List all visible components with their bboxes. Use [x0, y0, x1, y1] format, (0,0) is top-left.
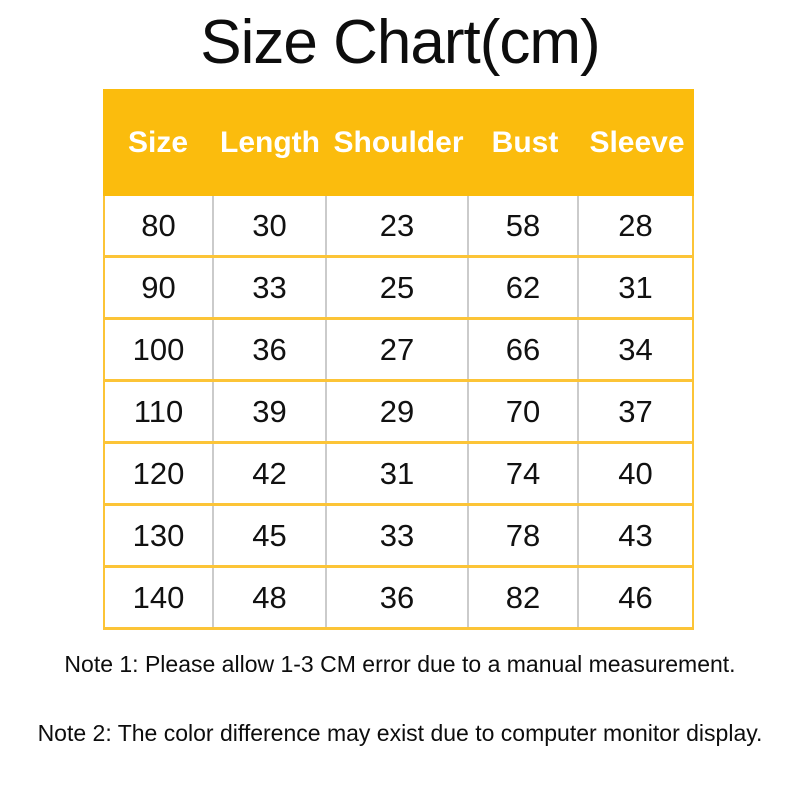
table-cell: 110 — [105, 382, 214, 441]
table-cell: 28 — [618, 207, 653, 243]
table-cell: 140 — [105, 568, 214, 627]
table-row: 100 36 27 66 34 — [105, 320, 692, 382]
table-cell: 33 — [327, 506, 469, 565]
table-cell: 23 — [327, 196, 469, 255]
table-cell: 130 — [105, 506, 214, 565]
table-cell: 66 — [469, 320, 579, 379]
table-cell: 31 — [618, 269, 653, 305]
table-cell: 42 — [214, 444, 327, 503]
table-cell: 40 — [618, 455, 653, 491]
note-color-difference: Note 2: The color difference may exist d… — [37, 720, 763, 746]
table-cell: 62 — [469, 258, 579, 317]
table-row: 90 33 25 62 31 — [105, 258, 692, 320]
table-row: 120 42 31 74 40 — [105, 444, 692, 506]
table-cell: 31 — [327, 444, 469, 503]
size-chart-table: Size Length Shoulder Bust Sleeve 80 30 2… — [103, 89, 694, 630]
page-title: Size Chart(cm) — [200, 8, 600, 77]
column-header-sleeve: Sleeve — [589, 125, 685, 159]
table-cell: 34 — [618, 331, 653, 367]
table-cell: 37 — [618, 393, 653, 429]
table-cell: 43 — [618, 517, 653, 553]
column-header-size: Size — [127, 125, 189, 159]
table-cell: 48 — [214, 568, 327, 627]
column-header-shoulder: Shoulder — [333, 125, 464, 159]
table-cell: 90 — [105, 258, 214, 317]
column-header-bust: Bust — [491, 125, 559, 159]
table-cell: 100 — [105, 320, 214, 379]
table-cell: 46 — [618, 579, 653, 615]
table-cell: 39 — [214, 382, 327, 441]
table-row: 130 45 33 78 43 — [105, 506, 692, 568]
table-cell: 78 — [469, 506, 579, 565]
table-cell: 25 — [327, 258, 469, 317]
table-cell: 36 — [214, 320, 327, 379]
table-cell: 33 — [214, 258, 327, 317]
table-cell: 82 — [469, 568, 579, 627]
table-cell: 27 — [327, 320, 469, 379]
table-cell: 74 — [469, 444, 579, 503]
table-cell: 45 — [214, 506, 327, 565]
table-cell: 80 — [105, 196, 214, 255]
table-cell: 36 — [327, 568, 469, 627]
table-cell: 70 — [469, 382, 579, 441]
table-cell: 58 — [469, 196, 579, 255]
table-row: 80 30 23 58 28 — [105, 196, 692, 258]
table-row: 140 48 36 82 46 — [105, 568, 692, 627]
table-header-row: Size Length Shoulder Bust Sleeve — [103, 89, 694, 196]
table-body: 80 30 23 58 28 90 33 25 62 31 100 36 27 … — [103, 196, 694, 630]
table-row: 110 39 29 70 37 — [105, 382, 692, 444]
table-cell: 29 — [327, 382, 469, 441]
table-cell: 30 — [214, 196, 327, 255]
column-header-length: Length — [220, 125, 320, 159]
table-cell: 120 — [105, 444, 214, 503]
note-measurement-error: Note 1: Please allow 1-3 CM error due to… — [64, 651, 736, 677]
